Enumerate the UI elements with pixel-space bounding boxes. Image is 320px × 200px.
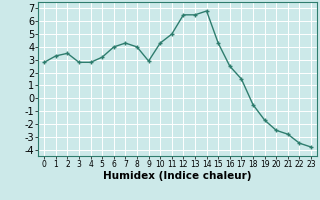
X-axis label: Humidex (Indice chaleur): Humidex (Indice chaleur)	[103, 171, 252, 181]
